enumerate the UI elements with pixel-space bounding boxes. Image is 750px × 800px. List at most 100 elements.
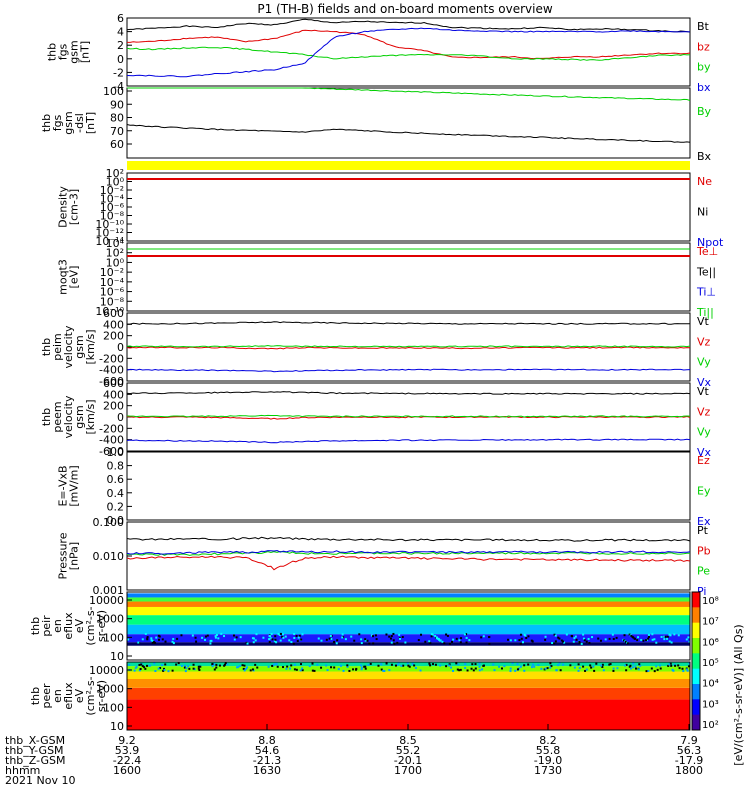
spectrogram-band [127,666,690,672]
spectrogram-pixel [575,638,578,641]
spectrogram-pixel [518,667,521,670]
spectrogram-pixel [192,663,195,666]
colorbar: 10⁸ 10⁷ 10⁶ 10⁵ 10⁴ 10³ 10² [eV/(cm²-s-sr-eV)] … [691,591,745,766]
y-tick-label: 10⁻¹⁰ [95,218,124,231]
spectrogram-pixel [135,665,138,668]
spectrogram-pixel [574,635,577,638]
spectrogram-pixel [301,669,304,672]
spectrogram-pixel [525,636,528,639]
spectrogram-pixel [333,666,336,669]
spectrogram-pixel [628,633,631,636]
y-tick-label: 10⁻¹⁰ [95,305,124,318]
spectrogram-pixel [252,641,255,644]
spectrogram-pixel [632,662,635,665]
spectrogram-pixel [215,663,218,666]
spectrogram-pixel [400,664,403,667]
spectrogram-pixel [242,667,245,670]
spectrogram-pixel [682,670,685,673]
y-axis-label-line: en [51,619,64,633]
spectrogram-pixel [460,637,463,640]
page-title: P1 (TH-B) fields and on-board moments ov… [257,2,553,16]
spectrogram-pixel [572,640,575,643]
spectrogram-pixel [466,669,469,672]
y-axis-label: thbpeemvelocitygsm[km/s] [40,395,97,438]
y-axis-label-line: thb [40,408,53,426]
spectrogram-pixel [463,633,466,636]
spectrogram-pixel [385,662,388,665]
spectrogram-pixel [187,665,190,668]
series-line-Bx [126,124,691,143]
spectrogram-pixel [398,637,401,640]
series-line-Vz [126,415,691,420]
x-tick-value: 56.3 [677,744,702,757]
panel-peim: 6004002000-200-400-600thbpeimvelocitygsm… [40,307,712,389]
spectrogram-pixel [583,639,586,642]
spectrogram-pixel [625,669,628,672]
x-tick-value: -21.3 [253,754,281,767]
spectrogram-pixel [519,633,522,636]
spectrogram-pixel [565,633,568,636]
spectrogram-pixel [293,632,296,635]
spectrogram-pixel [554,634,557,637]
spectrogram-pixel [185,667,188,670]
y-tick-label: 80 [110,112,124,125]
colorbar-segment [692,714,700,731]
legend-label: bz [697,40,710,53]
spectrogram-pixel [218,664,221,667]
spectrogram-pixel [527,635,530,638]
spectrogram-band [127,606,690,616]
y-tick-label: 10⁻¹² [95,227,124,240]
spectrogram-pixel [274,635,277,638]
spectrogram-pixel [668,663,671,666]
spectrogram-pixel [397,662,400,665]
y-axis-label-line: [km/s] [84,329,97,364]
spectrogram-pixel [532,663,535,666]
y-tick-label: 0 [117,341,124,354]
spectrogram-pixel [659,664,662,667]
spectrogram-band [127,679,690,688]
spectrogram-pixel [392,639,395,642]
series-line-Vy [126,344,691,348]
y-axis-label-line: peem [51,401,64,432]
spectrogram-pixel [672,669,675,672]
y-axis-label-line: en [51,689,64,703]
y-axis-label-line: gsm [62,111,75,134]
spectrogram-pixel [673,663,676,666]
spectrogram-pixel [341,633,344,636]
y-axis-label-line: fgs [51,114,64,131]
spectrogram-pixel [404,641,407,644]
spectrogram-pixel [171,640,174,643]
y-tick-label: 1000 [96,613,124,626]
y-tick-label: 600 [103,377,124,390]
spectrogram-pixel [268,638,271,641]
y-tick-label: 200 [103,330,124,343]
spectrogram-pixel [254,639,257,642]
spectrogram-pixel [296,639,299,642]
spectrogram-pixel [549,666,552,669]
y-axis-label-line: gsm [73,335,86,358]
y-tick-label: 0.4 [107,487,125,500]
legend-label: Ne [697,175,712,188]
spectrogram-pixel [220,632,223,635]
spectrogram-pixel [246,642,249,645]
spectrogram-pixel [235,636,238,639]
spectrogram-pixel [141,638,144,641]
spectrogram-pixel [369,662,372,665]
spectrogram-pixel [374,634,377,637]
spectrogram-pixel [448,642,451,645]
spectrogram-pixel [184,670,187,673]
spectrogram-band [127,597,690,602]
spectrogram-pixel [201,636,204,639]
colorbar-segment [692,653,700,670]
spectrogram-pixel [211,665,214,668]
spectrogram-pixel [162,669,165,672]
colorbar-segment [692,592,700,608]
spectrogram-pixel [639,664,642,667]
spectrogram-pixel [336,639,339,642]
spectrogram-pixel [593,669,596,672]
y-axis-label-line: velocity [62,325,75,368]
spectrogram-pixel [642,639,645,642]
panel-frame [126,591,691,661]
spectrogram-pixel [300,638,303,641]
